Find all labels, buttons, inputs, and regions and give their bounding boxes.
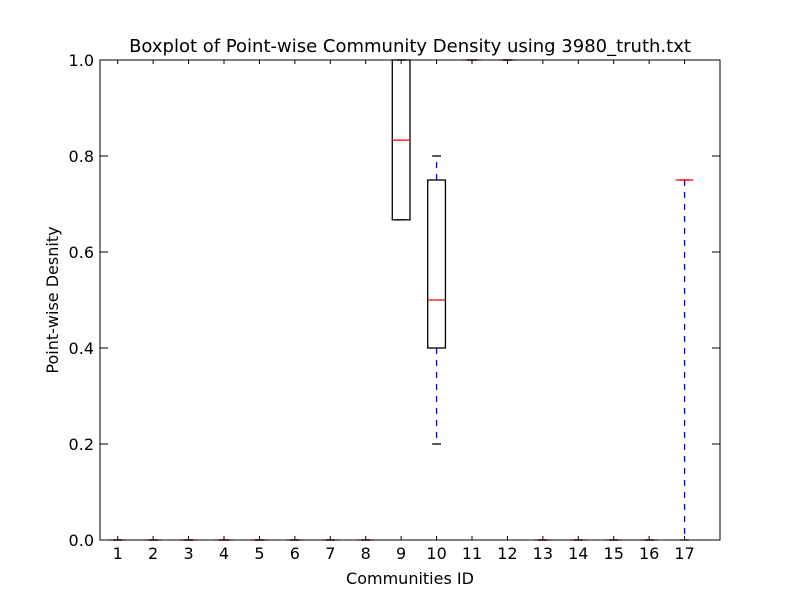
x-tick-label-6: 6 <box>290 544 300 563</box>
x-tick-label-1: 1 <box>113 544 123 563</box>
x-tick-label-15: 15 <box>604 544 624 563</box>
x-axis-label: Communities ID <box>346 569 474 588</box>
x-tick-label-16: 16 <box>639 544 659 563</box>
x-tick-label-11: 11 <box>462 544 482 563</box>
y-tick-label-0.8: 0.8 <box>69 147 94 166</box>
y-tick-label-0.4: 0.4 <box>69 339 94 358</box>
x-tick-label-4: 4 <box>219 544 229 563</box>
x-tick-label-14: 14 <box>568 544 588 563</box>
y-axis-label: Point-wise Desnity <box>43 226 62 373</box>
x-tick-label-5: 5 <box>254 544 264 563</box>
axis-ticks: 1 2 3 4 5 6 7 8 9 10 11 12 13 14 15 16 170.00.20.40.60.8… <box>69 51 720 563</box>
box-body-10 <box>427 179 447 349</box>
x-tick-label-13: 13 <box>533 544 553 563</box>
plot-area-frame <box>99 59 721 541</box>
x-tick-label-9: 9 <box>396 544 406 563</box>
y-tick-label-0.6: 0.6 <box>69 243 94 262</box>
x-tick-label-2: 2 <box>148 544 158 563</box>
x-tick-label-17: 17 <box>674 544 694 563</box>
x-tick-label-8: 8 <box>361 544 371 563</box>
y-tick-label-1.0: 1.0 <box>69 51 94 70</box>
chart-title: Boxplot of Point-wise Community Density … <box>129 36 691 57</box>
y-tick-label-0.0: 0.0 <box>69 531 94 550</box>
box-10 <box>427 155 447 445</box>
y-tick-label-0.2: 0.2 <box>69 435 94 454</box>
x-tick-label-3: 3 <box>183 544 193 563</box>
x-tick-label-12: 12 <box>497 544 517 563</box>
x-tick-label-10: 10 <box>426 544 446 563</box>
x-tick-label-7: 7 <box>325 544 335 563</box>
